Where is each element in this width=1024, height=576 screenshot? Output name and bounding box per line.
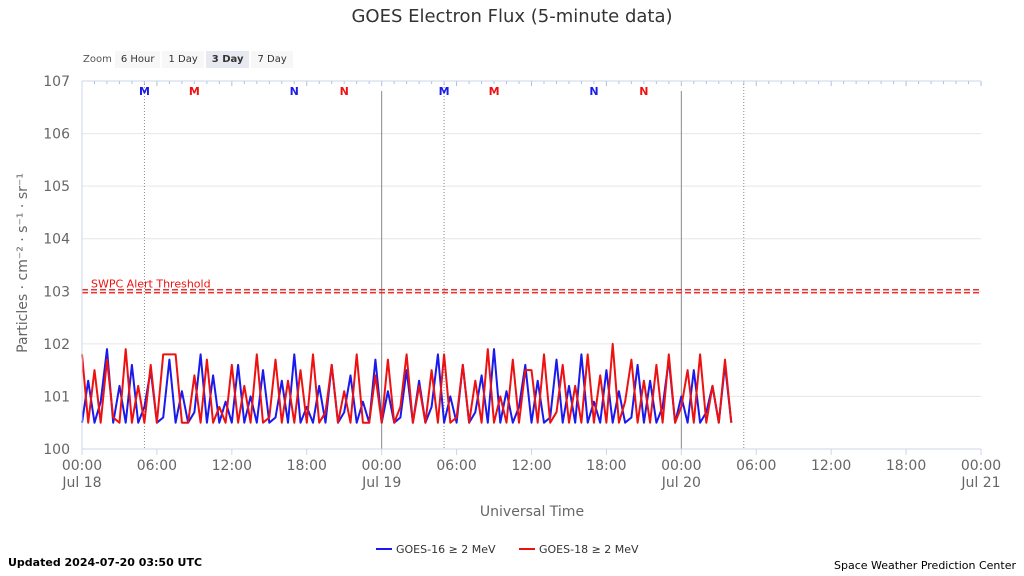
- x-tick-label: 06:00: [137, 458, 177, 474]
- marker-m: M: [489, 85, 500, 98]
- legend-item-goes18[interactable]: GOES-18 ≥ 2 MeV: [519, 543, 639, 556]
- y-tick-label: 105: [43, 179, 70, 195]
- zoom-1-day-button[interactable]: 1 Day: [162, 50, 204, 68]
- y-tick-label: 107: [43, 74, 70, 90]
- x-tick-label: 18:00: [886, 458, 926, 474]
- x-tick-label: 18:00: [586, 458, 626, 474]
- x-tick-label: 12:00: [511, 458, 551, 474]
- marker-n: N: [340, 85, 349, 98]
- guide-lines: [143, 81, 745, 449]
- marker-m: M: [139, 85, 150, 98]
- legend-label-goes16: GOES-16 ≥ 2 MeV: [396, 543, 496, 556]
- y-tick-label: 102: [43, 337, 70, 353]
- x-tick-label: 12:00: [212, 458, 252, 474]
- series-line-goes18: [81, 342, 733, 424]
- x-tick-label: 00:00: [62, 458, 102, 474]
- marker-n: N: [639, 85, 648, 98]
- y-tick-label: 104: [43, 232, 70, 248]
- y-tick-label: 106: [43, 127, 70, 143]
- y-tick-label: 101: [43, 389, 70, 405]
- legend-item-goes16[interactable]: GOES-16 ≥ 2 MeV: [376, 543, 496, 556]
- x-tick-label: 00:00: [961, 458, 1001, 474]
- series-layer: [81, 342, 733, 424]
- x-tick-date-label: Jul 19: [361, 475, 401, 491]
- marker-m: M: [439, 85, 450, 98]
- marker-n: N: [290, 85, 299, 98]
- credit-text: Space Weather Prediction Center: [834, 559, 1016, 572]
- threshold-label: SWPC Alert Threshold: [91, 277, 211, 290]
- zoom-7-day-button[interactable]: 7 Day: [251, 50, 293, 68]
- x-tick-label: 00:00: [361, 458, 401, 474]
- marker-m: M: [189, 85, 200, 98]
- x-tick-date-label: Jul 20: [661, 475, 701, 491]
- legend: GOES-16 ≥ 2 MeV GOES-18 ≥ 2 MeV: [376, 543, 639, 556]
- grid-layer: [82, 80, 981, 450]
- legend-label-goes18: GOES-18 ≥ 2 MeV: [539, 543, 639, 556]
- x-axis-title: Universal Time: [480, 504, 584, 520]
- chart-title: GOES Electron Flux (5-minute data): [351, 6, 673, 27]
- marker-n: N: [589, 85, 598, 98]
- x-tick-label: 06:00: [436, 458, 476, 474]
- updated-timestamp: Updated 2024-07-20 03:50 UTC: [8, 556, 203, 569]
- y-axis-title: Particles · cm⁻² · s⁻¹ · sr⁻¹: [15, 173, 31, 353]
- alert-threshold: SWPC Alert Threshold: [82, 277, 981, 294]
- y-tick-label: 100: [43, 442, 70, 458]
- x-tick-date-label: Jul 18: [61, 475, 101, 491]
- zoom-control: Zoom 6 Hour 1 Day 3 Day 7 Day: [83, 49, 295, 69]
- x-tick-date-label: Jul 21: [960, 475, 1000, 491]
- x-tick-label: 18:00: [287, 458, 327, 474]
- y-tick-label: 103: [43, 284, 70, 300]
- x-tick-label: 12:00: [811, 458, 851, 474]
- zoom-label: Zoom: [83, 53, 112, 65]
- x-tick-label: 00:00: [661, 458, 701, 474]
- zoom-6-hour-button[interactable]: 6 Hour: [114, 50, 161, 68]
- x-tick-label: 06:00: [736, 458, 776, 474]
- zoom-3-day-button[interactable]: 3 Day: [205, 50, 250, 68]
